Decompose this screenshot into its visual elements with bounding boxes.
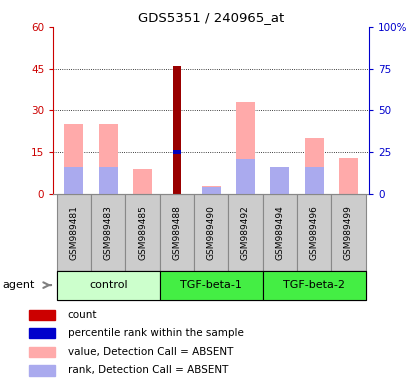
- FancyBboxPatch shape: [125, 194, 159, 271]
- Bar: [29, 347, 55, 357]
- Text: GSM989488: GSM989488: [172, 205, 181, 260]
- Bar: [338, 158, 357, 194]
- Bar: [99, 167, 117, 194]
- Text: rank, Detection Call = ABSENT: rank, Detection Call = ABSENT: [67, 366, 227, 376]
- FancyBboxPatch shape: [91, 194, 125, 271]
- Text: GSM989492: GSM989492: [240, 205, 249, 260]
- Bar: [29, 366, 55, 376]
- FancyBboxPatch shape: [56, 194, 91, 271]
- Bar: [29, 310, 55, 320]
- Bar: [304, 167, 323, 194]
- Text: TGF-beta-2: TGF-beta-2: [282, 280, 344, 290]
- FancyBboxPatch shape: [296, 194, 330, 271]
- Bar: [172, 66, 181, 194]
- Bar: [201, 187, 220, 194]
- Text: percentile rank within the sample: percentile rank within the sample: [67, 328, 243, 338]
- Text: GSM989485: GSM989485: [138, 205, 147, 260]
- Text: GSM989483: GSM989483: [103, 205, 112, 260]
- Text: TGF-beta-1: TGF-beta-1: [180, 280, 241, 290]
- Bar: [64, 167, 83, 194]
- Bar: [133, 169, 152, 194]
- FancyBboxPatch shape: [262, 194, 296, 271]
- Text: value, Detection Call = ABSENT: value, Detection Call = ABSENT: [67, 347, 232, 357]
- Bar: [304, 138, 323, 194]
- FancyBboxPatch shape: [262, 271, 365, 300]
- Bar: [236, 102, 254, 194]
- Text: GSM989490: GSM989490: [206, 205, 215, 260]
- Text: GSM989496: GSM989496: [309, 205, 318, 260]
- Text: GSM989481: GSM989481: [69, 205, 78, 260]
- Text: GSM989499: GSM989499: [343, 205, 352, 260]
- Bar: [172, 150, 181, 154]
- Title: GDS5351 / 240965_at: GDS5351 / 240965_at: [138, 11, 283, 24]
- FancyBboxPatch shape: [330, 194, 365, 271]
- Text: control: control: [89, 280, 127, 290]
- Text: count: count: [67, 310, 97, 320]
- Bar: [201, 185, 220, 194]
- Bar: [270, 167, 288, 194]
- Bar: [99, 124, 117, 194]
- Bar: [64, 124, 83, 194]
- FancyBboxPatch shape: [56, 271, 159, 300]
- Text: GSM989494: GSM989494: [274, 205, 283, 260]
- FancyBboxPatch shape: [159, 271, 262, 300]
- Text: agent: agent: [2, 280, 34, 290]
- FancyBboxPatch shape: [193, 194, 228, 271]
- Bar: [236, 159, 254, 194]
- FancyBboxPatch shape: [228, 194, 262, 271]
- Bar: [29, 328, 55, 338]
- FancyBboxPatch shape: [159, 194, 193, 271]
